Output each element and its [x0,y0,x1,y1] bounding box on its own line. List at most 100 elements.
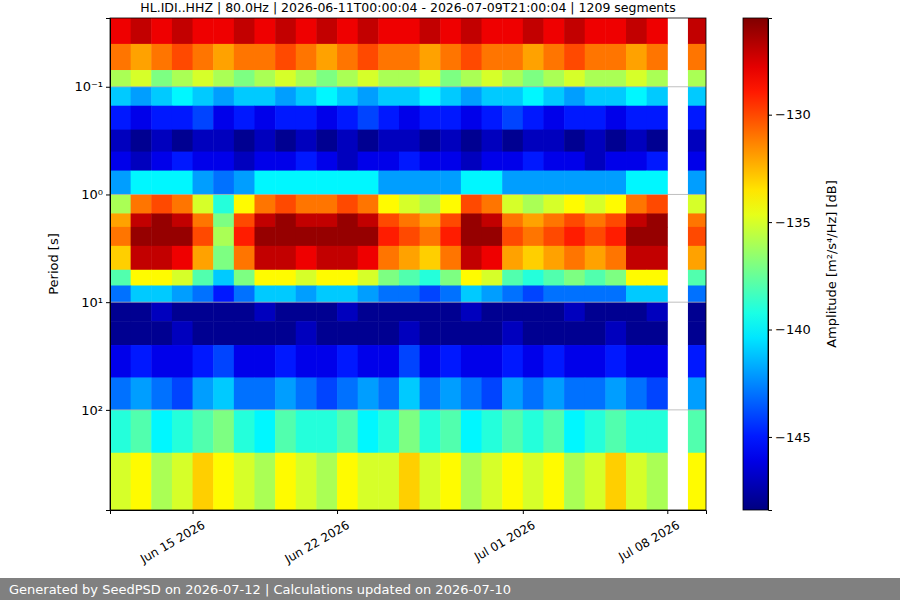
heatmap-cell [605,130,626,152]
heatmap-cell [585,302,606,321]
heatmap-cell [564,410,585,453]
heatmap-cell [193,285,214,302]
heatmap-cell [585,246,606,270]
heatmap-cell [420,285,441,302]
heatmap-cell [296,106,317,130]
heatmap-cell [337,302,358,321]
heatmap-cell [502,194,523,213]
heatmap-cell [420,106,441,130]
heatmap-cell [523,213,544,227]
heatmap-cell [482,18,503,44]
heatmap-cell [399,270,420,286]
heatmap-cell [296,44,317,71]
heatmap-cell [647,270,668,286]
heatmap-cell [110,246,131,270]
heatmap-cell [461,227,482,246]
heatmap-cell [564,285,585,302]
heatmap-cell [543,227,564,246]
heatmap-cell [275,270,296,286]
heatmap-cell [296,70,317,87]
heatmap-cell [399,152,420,171]
heatmap-cell [172,87,193,106]
heatmap-cell [564,345,585,378]
heatmap-cell [337,106,358,130]
heatmap-cell [482,410,503,453]
heatmap-cell [502,321,523,345]
heatmap-cell [337,18,358,44]
heatmap-cell [626,18,647,44]
heatmap-cell [461,213,482,227]
heatmap-cell [605,227,626,246]
heatmap-cell [399,285,420,302]
heatmap-cell [110,130,131,152]
heatmap-cell [337,87,358,106]
heatmap-cell [647,246,668,270]
heatmap-cell [172,152,193,171]
heatmap-cell [688,285,706,302]
heatmap-cell [316,302,337,321]
heatmap-cell [440,377,461,410]
heatmap-cell [440,246,461,270]
heatmap-cell [193,194,214,213]
heatmap-cell [316,70,337,87]
heatmap-cell [193,453,214,510]
heatmap-cell [523,453,544,510]
heatmap-cell [647,227,668,246]
heatmap-cell [399,453,420,510]
heatmap-cell [482,377,503,410]
heatmap-cell [688,18,706,44]
heatmap-cell [585,152,606,171]
heatmap-cell [543,152,564,171]
heatmap-cell [502,270,523,286]
heatmap-cell [647,70,668,87]
heatmap-cell [358,377,379,410]
colorbar-tick-label: −135 [775,215,811,230]
heatmap-cell [378,213,399,227]
colorbar-tick-mark [768,222,772,223]
x-tick-mark [337,510,338,514]
heatmap-cell [482,285,503,302]
heatmap-cell [172,377,193,410]
heatmap-cell [461,87,482,106]
heatmap-cell [688,106,706,130]
heatmap-cell [378,377,399,410]
heatmap-cell [440,321,461,345]
heatmap-cell [316,171,337,195]
heatmap-cell [523,321,544,345]
heatmap-cell [275,227,296,246]
heatmap-cell [213,285,234,302]
heatmap-cell [564,270,585,286]
heatmap-cell [482,171,503,195]
heatmap-cell [131,130,152,152]
heatmap-cell [378,345,399,378]
heatmap-cell [172,302,193,321]
heatmap-cell [420,321,441,345]
heatmap-cell [337,171,358,195]
heatmap-cell [254,270,275,286]
heatmap-cell [647,321,668,345]
heatmap-cell [420,453,441,510]
heatmap-cell [543,302,564,321]
heatmap-cell [316,321,337,345]
heatmap-cell [647,453,668,510]
footer-text: Generated by SeedPSD on 2026-07-12 | Cal… [9,582,511,597]
heatmap-cell [461,270,482,286]
heatmap-cell [523,410,544,453]
heatmap-cell [234,345,255,378]
heatmap-cell [688,345,706,378]
heatmap-cell [482,453,503,510]
x-tick: Jul 08 2026 [616,510,683,564]
heatmap-cell [440,410,461,453]
heatmap-cell [461,152,482,171]
heatmap-cell [523,270,544,286]
axis-line [769,19,773,511]
heatmap-cell [523,171,544,195]
heatmap-cell [110,87,131,106]
heatmap-cell [482,152,503,171]
heatmap-cell [461,377,482,410]
heatmap-cell [337,246,358,270]
heatmap-cell [502,213,523,227]
heatmap-cell [564,44,585,71]
heatmap-cell [316,18,337,44]
heatmap-cell [523,130,544,152]
